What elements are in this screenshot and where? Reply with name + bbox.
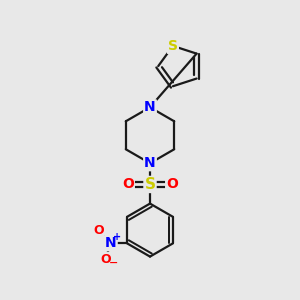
Text: O: O — [166, 177, 178, 191]
Text: O: O — [93, 224, 104, 238]
Text: −: − — [109, 258, 119, 268]
Text: O: O — [100, 253, 111, 266]
Text: N: N — [105, 236, 117, 250]
Text: N: N — [144, 156, 156, 170]
Text: S: S — [168, 39, 178, 53]
Text: S: S — [145, 177, 155, 192]
Text: O: O — [122, 177, 134, 191]
Text: +: + — [113, 232, 122, 242]
Text: N: N — [144, 100, 156, 114]
